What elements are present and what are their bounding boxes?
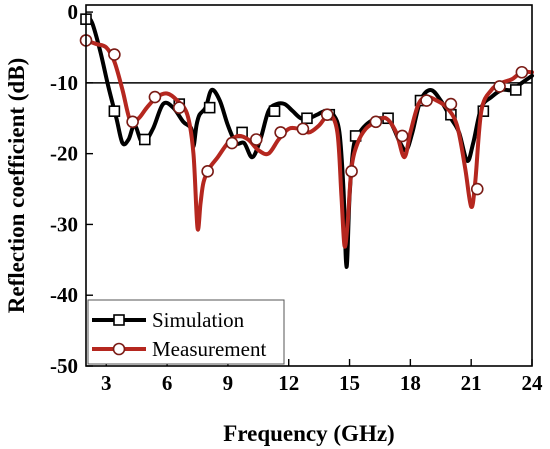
- measurement-marker: [249, 133, 263, 146]
- y-tick-label: -20: [50, 142, 78, 166]
- measurement-marker: [320, 108, 334, 122]
- legend-item-simulation: Simulation: [92, 308, 245, 332]
- legend-box: [87, 299, 285, 365]
- legend-label-simulation: Simulation: [152, 308, 245, 332]
- x-tick-label: 9: [223, 371, 234, 395]
- measurement-marker: [470, 182, 484, 196]
- measurement-marker: [369, 115, 383, 129]
- legend-label-measurement: Measurement: [152, 337, 266, 361]
- measurement-marker: [201, 165, 214, 178]
- measurement-marker: [345, 165, 358, 178]
- measurement-marker: [108, 48, 121, 61]
- legend-marker-measurement: [112, 342, 126, 356]
- legend-marker-simulation: [113, 314, 125, 326]
- simulation-marker: [268, 105, 281, 117]
- x-tick-label: 21: [461, 371, 482, 395]
- measurement-marker: [395, 129, 409, 143]
- x-tick-label: 6: [162, 371, 173, 395]
- measurement-marker: [420, 94, 433, 107]
- measurement-marker: [515, 65, 529, 79]
- measurement-marker: [493, 80, 506, 93]
- x-tick-label: 12: [278, 371, 299, 395]
- legend: Simulation Measurement: [87, 299, 285, 365]
- measurement-marker: [172, 101, 186, 114]
- y-tick-label: -50: [50, 354, 78, 378]
- measurement-marker: [444, 97, 458, 111]
- simulation-marker: [203, 101, 216, 114]
- x-tick-label: 15: [339, 371, 360, 395]
- measurement-marker: [148, 90, 162, 104]
- x-axis-title: Frequency (GHz): [223, 421, 394, 446]
- y-tick-label: 0: [68, 0, 79, 24]
- measurement-marker: [274, 126, 287, 139]
- measurement-marker: [225, 136, 239, 150]
- x-tick-label: 18: [400, 371, 421, 395]
- plot-frame: [85, 4, 533, 367]
- simulation-marker: [108, 105, 121, 117]
- x-tick-label: 3: [101, 371, 112, 395]
- measurement-line: [84, 38, 534, 249]
- legend-item-measurement: Measurement: [92, 337, 266, 361]
- y-tick-label: -10: [50, 71, 78, 95]
- simulation-marker: [138, 133, 151, 146]
- y-tick-label: -30: [50, 212, 78, 236]
- measurement-marker: [296, 122, 310, 136]
- measurement-marker: [126, 115, 139, 129]
- y-axis-title: Reflection coefficient (dB): [4, 58, 29, 313]
- simulation-marker: [509, 84, 522, 96]
- legend-items: Simulation Measurement: [92, 308, 266, 361]
- simulation-marker: [301, 112, 313, 125]
- x-tick-label: 24: [522, 371, 544, 395]
- tick-layer: 3 6 9 12 15 18 21 24 0 -10 -20 -30 -40 -50: [50, 0, 543, 395]
- measurement-series: [79, 34, 534, 249]
- y-tick-label: -40: [50, 283, 78, 307]
